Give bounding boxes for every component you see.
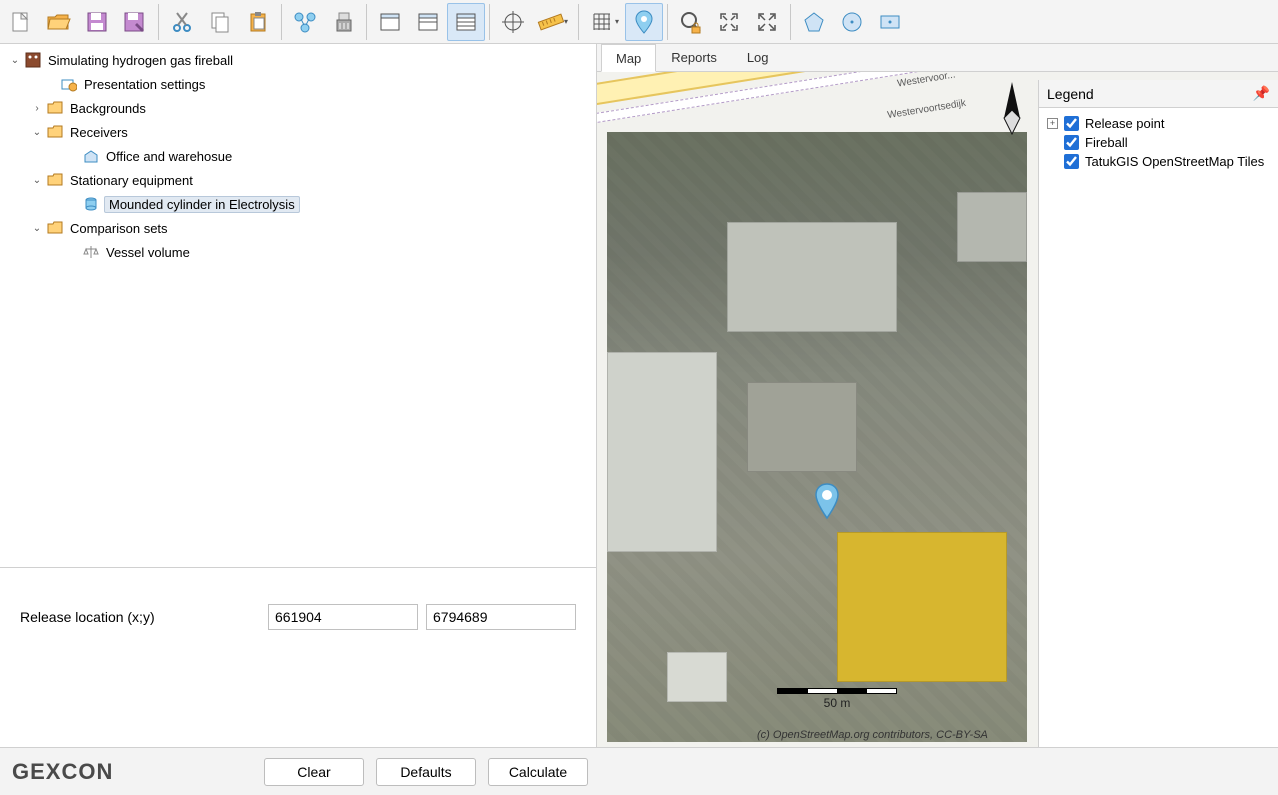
- new-file-button[interactable]: [2, 3, 40, 41]
- tab-map[interactable]: Map: [601, 44, 656, 72]
- release-point-pin-icon[interactable]: [813, 482, 841, 520]
- save-as-button[interactable]: [116, 3, 154, 41]
- street-label: Westervoor...: [897, 72, 957, 90]
- collapse-icon[interactable]: ⌄: [8, 55, 22, 66]
- defaults-button[interactable]: Defaults: [376, 758, 476, 786]
- tree-comparison[interactable]: ⌄ Comparison sets: [0, 216, 596, 240]
- map-scale-bar: 50 m: [777, 688, 897, 710]
- settings-icon: [60, 75, 78, 93]
- open-file-button[interactable]: [40, 3, 78, 41]
- save-button[interactable]: [78, 3, 116, 41]
- tree-label: Stationary equipment: [68, 172, 195, 189]
- legend-check-release[interactable]: [1064, 116, 1079, 131]
- rectangle-tool-button[interactable]: [871, 3, 909, 41]
- folder-icon: [46, 219, 64, 237]
- legend-item-label: TatukGIS OpenStreetMap Tiles: [1085, 154, 1264, 169]
- tree-label: Presentation settings: [82, 76, 207, 93]
- expand-icon[interactable]: ›: [30, 103, 44, 114]
- street-label: Westervoortsedijk: [887, 98, 967, 121]
- brand-logo: GEXCON: [12, 759, 252, 785]
- window-button-1[interactable]: [371, 3, 409, 41]
- tree-label: Vessel volume: [104, 244, 192, 261]
- legend-item-label: Fireball: [1085, 135, 1128, 150]
- legend-expand-icon[interactable]: +: [1047, 118, 1058, 129]
- tree-label: Mounded cylinder in Electrolysis: [104, 196, 300, 213]
- compass-north-icon: [996, 80, 1028, 136]
- tree-office[interactable]: Office and warehosue: [0, 144, 596, 168]
- circle-tool-button[interactable]: [833, 3, 871, 41]
- tree-label: Comparison sets: [68, 220, 170, 237]
- tree-label: Office and warehosue: [104, 148, 234, 165]
- project-icon: [24, 51, 42, 69]
- footer-bar: GEXCON Clear Defaults Calculate: [0, 747, 1278, 795]
- cut-button[interactable]: [163, 3, 201, 41]
- link-button[interactable]: [286, 3, 324, 41]
- fit-view-button[interactable]: [710, 3, 748, 41]
- tree-label: Simulating hydrogen gas fireball: [46, 52, 235, 69]
- tab-reports[interactable]: Reports: [656, 43, 732, 71]
- tree-label: Backgrounds: [68, 100, 148, 117]
- tree-label: Receivers: [68, 124, 130, 141]
- polygon-tool-button[interactable]: [795, 3, 833, 41]
- clear-button[interactable]: Clear: [264, 758, 364, 786]
- tree-root[interactable]: ⌄ Simulating hydrogen gas fireball: [0, 48, 596, 72]
- map-credits: (c) OpenStreetMap.org contributors, CC-B…: [757, 729, 988, 741]
- legend-item-label: Release point: [1085, 116, 1165, 131]
- calculate-button[interactable]: Calculate: [488, 758, 588, 786]
- grid-dropdown-icon[interactable]: ▾: [615, 17, 619, 26]
- legend-title: Legend: [1047, 86, 1094, 102]
- paste-button[interactable]: [239, 3, 277, 41]
- collapse-icon[interactable]: ⌄: [30, 223, 44, 234]
- release-location-label: Release location (x;y): [20, 609, 260, 625]
- main-toolbar: ▾ ▾: [0, 0, 1278, 44]
- folder-icon: [46, 123, 64, 141]
- pin-panel-icon[interactable]: 📌: [1253, 85, 1270, 102]
- collapse-icon[interactable]: ⌄: [30, 127, 44, 138]
- copy-button[interactable]: [201, 3, 239, 41]
- tree-presentation[interactable]: Presentation settings: [0, 72, 596, 96]
- folder-icon: [46, 171, 64, 189]
- tree-mounded-selected[interactable]: Mounded cylinder in Electrolysis: [0, 192, 596, 216]
- project-tree: ⌄ Simulating hydrogen gas fireball Prese…: [0, 44, 596, 567]
- zoom-lock-button[interactable]: [672, 3, 710, 41]
- building-icon: [82, 147, 100, 165]
- tree-backgrounds[interactable]: › Backgrounds: [0, 96, 596, 120]
- ruler-dropdown-icon[interactable]: ▾: [564, 17, 568, 26]
- location-pin-button[interactable]: [625, 3, 663, 41]
- tree-vessel[interactable]: Vessel volume: [0, 240, 596, 264]
- window-button-2[interactable]: [409, 3, 447, 41]
- map-canvas[interactable]: Westervoor... Westervoortsedijk 50 m (c)…: [597, 72, 1278, 747]
- collapse-icon[interactable]: ⌄: [30, 175, 44, 186]
- legend-check-fireball[interactable]: [1064, 135, 1079, 150]
- scales-icon: [82, 243, 100, 261]
- release-y-input[interactable]: [426, 604, 576, 630]
- properties-panel: Release location (x;y): [0, 567, 596, 747]
- cylinder-icon: [82, 195, 100, 213]
- aerial-imagery: 50 m: [607, 132, 1027, 742]
- calculator-button[interactable]: [324, 3, 362, 41]
- window-button-3[interactable]: [447, 3, 485, 41]
- legend-panel: Legend 📌 + Release point Fireball: [1038, 80, 1278, 747]
- tab-log[interactable]: Log: [732, 43, 784, 71]
- expand-view-button[interactable]: [748, 3, 786, 41]
- legend-check-tiles[interactable]: [1064, 154, 1079, 169]
- scale-label: 50 m: [777, 696, 897, 710]
- tree-receivers[interactable]: ⌄ Receivers: [0, 120, 596, 144]
- folder-icon: [46, 99, 64, 117]
- target-button[interactable]: [494, 3, 532, 41]
- view-tabs: Map Reports Log: [597, 44, 1278, 72]
- release-x-input[interactable]: [268, 604, 418, 630]
- tree-stationary[interactable]: ⌄ Stationary equipment: [0, 168, 596, 192]
